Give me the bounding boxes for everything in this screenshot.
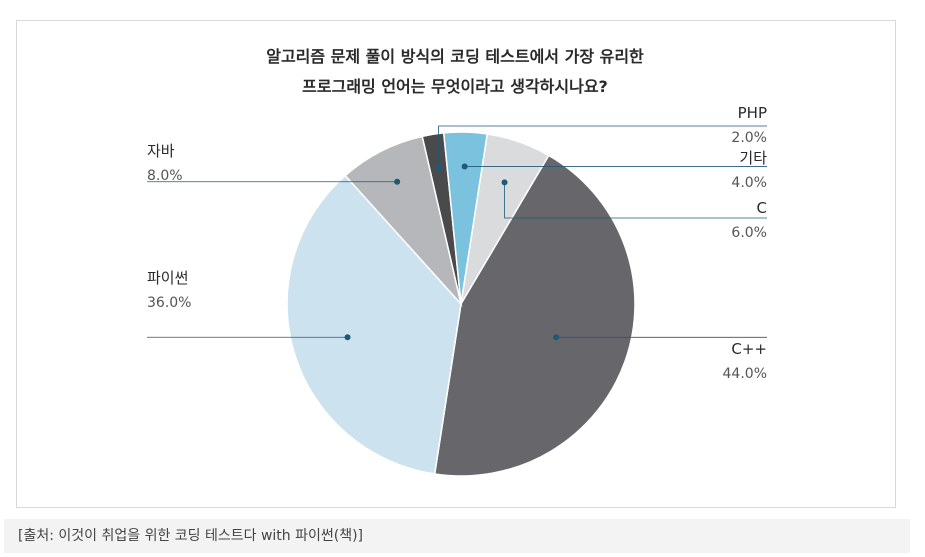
leader-dot-cplusplus [553, 334, 560, 341]
leader-dot-php [435, 165, 442, 172]
slice-value-php: 2.0% [731, 130, 767, 146]
chart-title-line-1: 알고리즘 문제 풀이 방식의 코딩 테스트에서 가장 유리한 [266, 47, 644, 66]
slice-label-c: C [757, 199, 767, 217]
leader-lines [147, 125, 767, 341]
leader-line-php [438, 125, 767, 169]
slice-label-파이썬: 파이썬 [147, 269, 188, 287]
slice-label-기타: 기타 [739, 149, 767, 167]
leader-dot-파이썬 [344, 334, 351, 341]
slice-value-cplusplus: 44.0% [723, 366, 767, 382]
leader-line-c [504, 182, 767, 219]
slice-value-파이썬: 36.0% [147, 295, 191, 311]
leader-dot-자바 [394, 178, 401, 185]
pie-slices [286, 131, 636, 477]
pie-slice-파이썬 [286, 174, 462, 475]
slice-labels: PHP 2.0% 기타 4.0% C 6.0% C++ 44.0% 파이썬 36.0% 자바 8.0% [147, 104, 767, 382]
leader-dot-c [501, 179, 508, 186]
slice-value-c: 6.0% [731, 225, 767, 241]
pie-slice-cplusplus [433, 154, 636, 477]
leader-dot-기타 [461, 163, 468, 170]
slice-label-자바: 자바 [147, 142, 175, 160]
source-caption: [출처: 이것이 취업을 위한 코딩 테스트다 with 파이썬(책)] [4, 519, 910, 553]
slice-label-cplusplus: C++ [731, 340, 767, 358]
slice-label-php: PHP [738, 104, 767, 122]
pie-slice-자바 [344, 135, 463, 307]
slice-value-자바: 8.0% [147, 168, 183, 184]
chart-title-line-2: 프로그래밍 언어는 무엇이라고 생각하시나요? [302, 77, 608, 96]
pie-chart: 알고리즘 문제 풀이 방식의 코딩 테스트에서 가장 유리한 프로그래밍 언어는… [147, 47, 767, 477]
slice-value-기타: 4.0% [731, 175, 767, 191]
